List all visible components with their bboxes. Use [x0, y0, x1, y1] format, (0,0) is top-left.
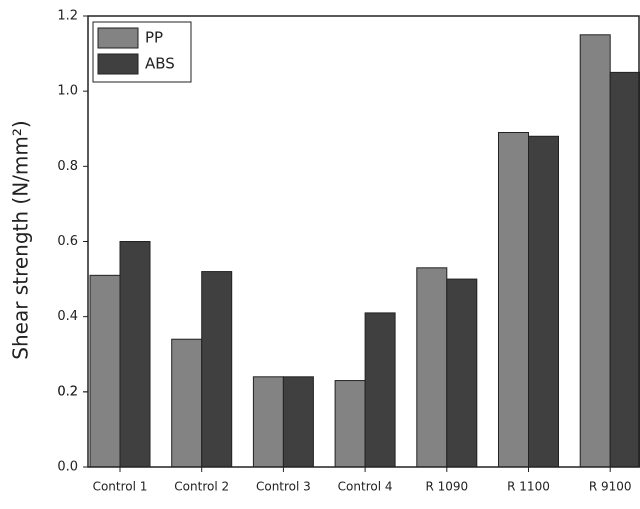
bar [498, 132, 529, 468]
bar [334, 380, 366, 468]
y-tick-label: 0.2 [57, 384, 78, 399]
y-tick-label: 0.0 [57, 460, 78, 475]
bar [119, 241, 151, 468]
x-tick-label: R 9100 [589, 480, 632, 494]
y-tick-label: 1.0 [57, 84, 78, 99]
y-axis-label: Shear strength (N/mm²) [9, 120, 33, 359]
bar [364, 312, 396, 468]
y-tick-label: 0.6 [57, 234, 78, 249]
y-tick-label: 0.2 [57, 384, 78, 399]
bar [609, 71, 640, 468]
bar [416, 267, 448, 468]
x-tick-label: Control 1 [93, 480, 148, 494]
bar [579, 34, 611, 468]
x-tick-label: R 1090 [425, 480, 468, 494]
x-tick-label: Control 2 [174, 480, 229, 494]
bar [446, 278, 478, 468]
bar [201, 271, 233, 468]
bar [89, 274, 121, 468]
y-tick-label: 1.2 [57, 9, 78, 24]
legend-label: ABS [145, 55, 175, 73]
bar [171, 338, 203, 468]
bar [252, 376, 284, 468]
x-tick-label: Control 3 [256, 480, 311, 494]
bar [282, 376, 314, 468]
y-tick-label: 0.4 [57, 309, 78, 324]
legend-swatch [97, 27, 139, 49]
x-tick-label: R 1100 [507, 480, 550, 494]
bar [528, 135, 559, 468]
y-tick-label: 0.8 [57, 159, 78, 174]
legend-swatch [97, 53, 139, 75]
legend-label: PP [145, 29, 163, 47]
plot-frame [87, 15, 640, 468]
x-tick-label: Control 4 [338, 480, 393, 494]
